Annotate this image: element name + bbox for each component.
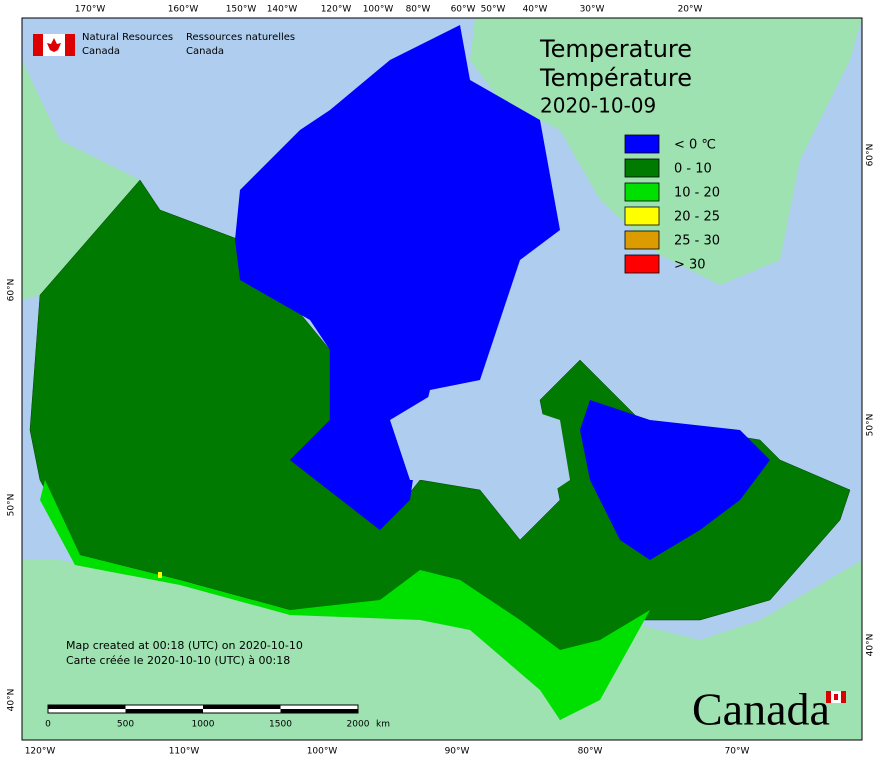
agency-fr: Canada xyxy=(186,46,224,57)
legend-swatch xyxy=(624,206,660,226)
date: 2020-10-09 xyxy=(540,94,656,118)
legend-label: 0 - 10 xyxy=(674,162,712,177)
agency-fr: Ressources naturelles xyxy=(186,32,295,43)
agency-en: Canada xyxy=(82,46,120,57)
longitude-label: 70°W xyxy=(725,747,750,757)
longitude-label: 100°W xyxy=(307,747,338,757)
legend-label: 10 - 20 xyxy=(674,186,720,201)
flag-bar xyxy=(33,34,43,56)
longitude-label: 120°W xyxy=(321,5,352,15)
longitude-label: 140°W xyxy=(267,5,298,15)
credit: Map created at 00:18 (UTC) on 2020-10-10 xyxy=(66,639,303,652)
latitude-label: 60°N xyxy=(7,279,17,302)
map-border xyxy=(21,17,863,741)
nrcan-flag xyxy=(33,34,75,56)
legend-swatch xyxy=(624,158,660,178)
scale-bar-segment xyxy=(48,705,126,709)
legend-label: 25 - 30 xyxy=(674,234,720,249)
longitude-label: 150°W xyxy=(226,5,257,15)
credit: Carte créée le 2020-10-10 (UTC) à 00:18 xyxy=(66,654,290,667)
latitude-label: 50°N xyxy=(866,414,876,437)
flag-bar xyxy=(841,691,846,703)
alaska xyxy=(22,60,140,300)
longitude-label: 170°W xyxy=(75,5,106,15)
region-below-0 xyxy=(580,400,770,560)
scale-bar-segment xyxy=(280,709,358,713)
legend-swatch xyxy=(624,182,660,202)
longitude-label: 160°W xyxy=(168,5,199,15)
title: Température xyxy=(539,64,692,92)
scale-bar-label: 2000 xyxy=(347,720,370,730)
scale-bar-label: 500 xyxy=(117,720,134,730)
latitude-label: 60°N xyxy=(866,144,876,167)
latitude-label: 40°N xyxy=(7,689,17,712)
longitude-label: 110°W xyxy=(169,747,200,757)
longitude-label: 80°W xyxy=(406,5,431,15)
longitude-label: 120°W xyxy=(25,747,56,757)
longitude-label: 30°W xyxy=(580,5,605,15)
canada-wordmark: Canada xyxy=(692,684,846,735)
longitude-label: 90°W xyxy=(445,747,470,757)
region-20-25 xyxy=(158,572,162,578)
longitude-label: 100°W xyxy=(363,5,394,15)
hudson-bay xyxy=(390,390,570,500)
legend-swatch xyxy=(624,134,660,154)
scale-bar-unit: km xyxy=(376,720,390,730)
maple-leaf xyxy=(834,694,838,700)
agency-en: Natural Resources xyxy=(82,32,173,43)
legend-label: 20 - 25 xyxy=(674,210,720,225)
wordmark: Canada xyxy=(692,684,830,735)
united-states xyxy=(22,560,862,740)
latitude-label: 50°N xyxy=(7,494,17,517)
longitude-label: 40°W xyxy=(523,5,548,15)
maple-leaf xyxy=(47,38,61,52)
scale-bar-label: 1000 xyxy=(192,720,215,730)
longitude-label: 80°W xyxy=(578,747,603,757)
flag-bar xyxy=(65,34,75,56)
scale-bar-label: 1500 xyxy=(269,720,292,730)
flag-bar xyxy=(826,691,831,703)
land xyxy=(22,18,862,740)
longitude-label: 50°W xyxy=(481,5,506,15)
title: Temperature xyxy=(539,35,692,63)
longitude-label: 60°W xyxy=(451,5,476,15)
legend-swatch xyxy=(624,254,660,274)
scale-bar-segment xyxy=(203,705,281,709)
legend-label: < 0 ℃ xyxy=(674,138,716,153)
legend-swatch xyxy=(624,230,660,250)
greenland xyxy=(470,18,862,285)
latitude-label: 40°N xyxy=(866,634,876,657)
longitude-label: 20°W xyxy=(678,5,703,15)
legend-label: > 30 xyxy=(674,258,706,273)
scale-bar-label: 0 xyxy=(45,720,51,730)
region-below-0 xyxy=(235,25,560,530)
region-10-20 xyxy=(40,480,650,720)
scale-bar-segment xyxy=(125,709,203,713)
